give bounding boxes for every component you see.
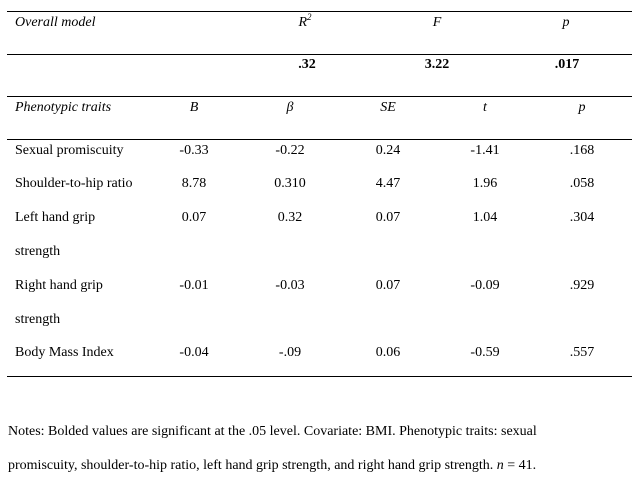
t-header: t bbox=[483, 100, 487, 115]
table-row-label-continued: strength bbox=[15, 244, 61, 259]
cell-t: 1.96 bbox=[472, 176, 498, 191]
b-header: B bbox=[189, 100, 199, 115]
cell-beta: -0.22 bbox=[275, 143, 305, 158]
table-row-label: Body Mass Index bbox=[15, 345, 114, 360]
f-value: 3.22 bbox=[424, 57, 450, 72]
model-p-value: .017 bbox=[554, 57, 580, 72]
cell-se: 0.07 bbox=[375, 210, 401, 225]
table-top-rule bbox=[7, 11, 632, 12]
f-header: F bbox=[432, 15, 442, 30]
r2-value: .32 bbox=[298, 57, 316, 72]
table-notes-line2: promiscuity, shoulder-to-hip ratio, left… bbox=[8, 457, 536, 474]
se-header: SE bbox=[380, 100, 396, 115]
model-values-rule bbox=[7, 96, 632, 97]
table-row-label-continued: strength bbox=[15, 312, 61, 327]
cell-se: 0.24 bbox=[375, 143, 401, 158]
cell-b: -0.04 bbox=[179, 345, 209, 360]
cell-p: .929 bbox=[569, 278, 595, 293]
cell-t: -0.09 bbox=[470, 278, 500, 293]
table-row-label: Left hand grip bbox=[15, 210, 96, 225]
table-row-label: Right hand grip bbox=[15, 278, 103, 293]
cell-p: .557 bbox=[569, 345, 595, 360]
cell-p: .058 bbox=[569, 176, 595, 191]
cell-beta: 0.310 bbox=[274, 176, 306, 191]
cell-se: 0.07 bbox=[375, 278, 401, 293]
cell-b: -0.33 bbox=[179, 143, 209, 158]
cell-p: .168 bbox=[569, 143, 595, 158]
cell-se: 4.47 bbox=[375, 176, 401, 191]
notes-n-value: = 41. bbox=[503, 458, 537, 473]
cell-beta: -0.03 bbox=[275, 278, 305, 293]
cell-beta: 0.32 bbox=[277, 210, 303, 225]
cell-b: -0.01 bbox=[179, 278, 209, 293]
cell-p: .304 bbox=[569, 210, 595, 225]
cell-b: 8.78 bbox=[181, 176, 207, 191]
model-p-header: p bbox=[562, 15, 570, 30]
cell-beta: -.09 bbox=[278, 345, 302, 360]
table-notes-line1: Notes: Bolded values are significant at … bbox=[8, 424, 537, 439]
notes-n-symbol: n bbox=[496, 458, 504, 473]
traits-label: Phenotypic traits bbox=[15, 100, 112, 115]
cell-t: -1.41 bbox=[470, 143, 500, 158]
cell-t: -0.59 bbox=[470, 345, 500, 360]
cell-b: 0.07 bbox=[181, 210, 207, 225]
model-header-rule bbox=[7, 54, 632, 55]
r2-header: R2 bbox=[298, 12, 312, 31]
cell-se: 0.06 bbox=[375, 345, 401, 360]
table-row-label: Sexual promiscuity bbox=[15, 143, 124, 158]
cell-t: 1.04 bbox=[472, 210, 498, 225]
traits-header-rule bbox=[7, 139, 632, 140]
beta-header: β bbox=[286, 100, 294, 115]
table-bottom-rule bbox=[7, 376, 632, 377]
overall-model-label: Overall model bbox=[15, 15, 96, 30]
table-row-label: Shoulder-to-hip ratio bbox=[15, 176, 133, 191]
notes-text: promiscuity, shoulder-to-hip ratio, left… bbox=[8, 458, 497, 473]
trait-p-header: p bbox=[578, 100, 586, 115]
